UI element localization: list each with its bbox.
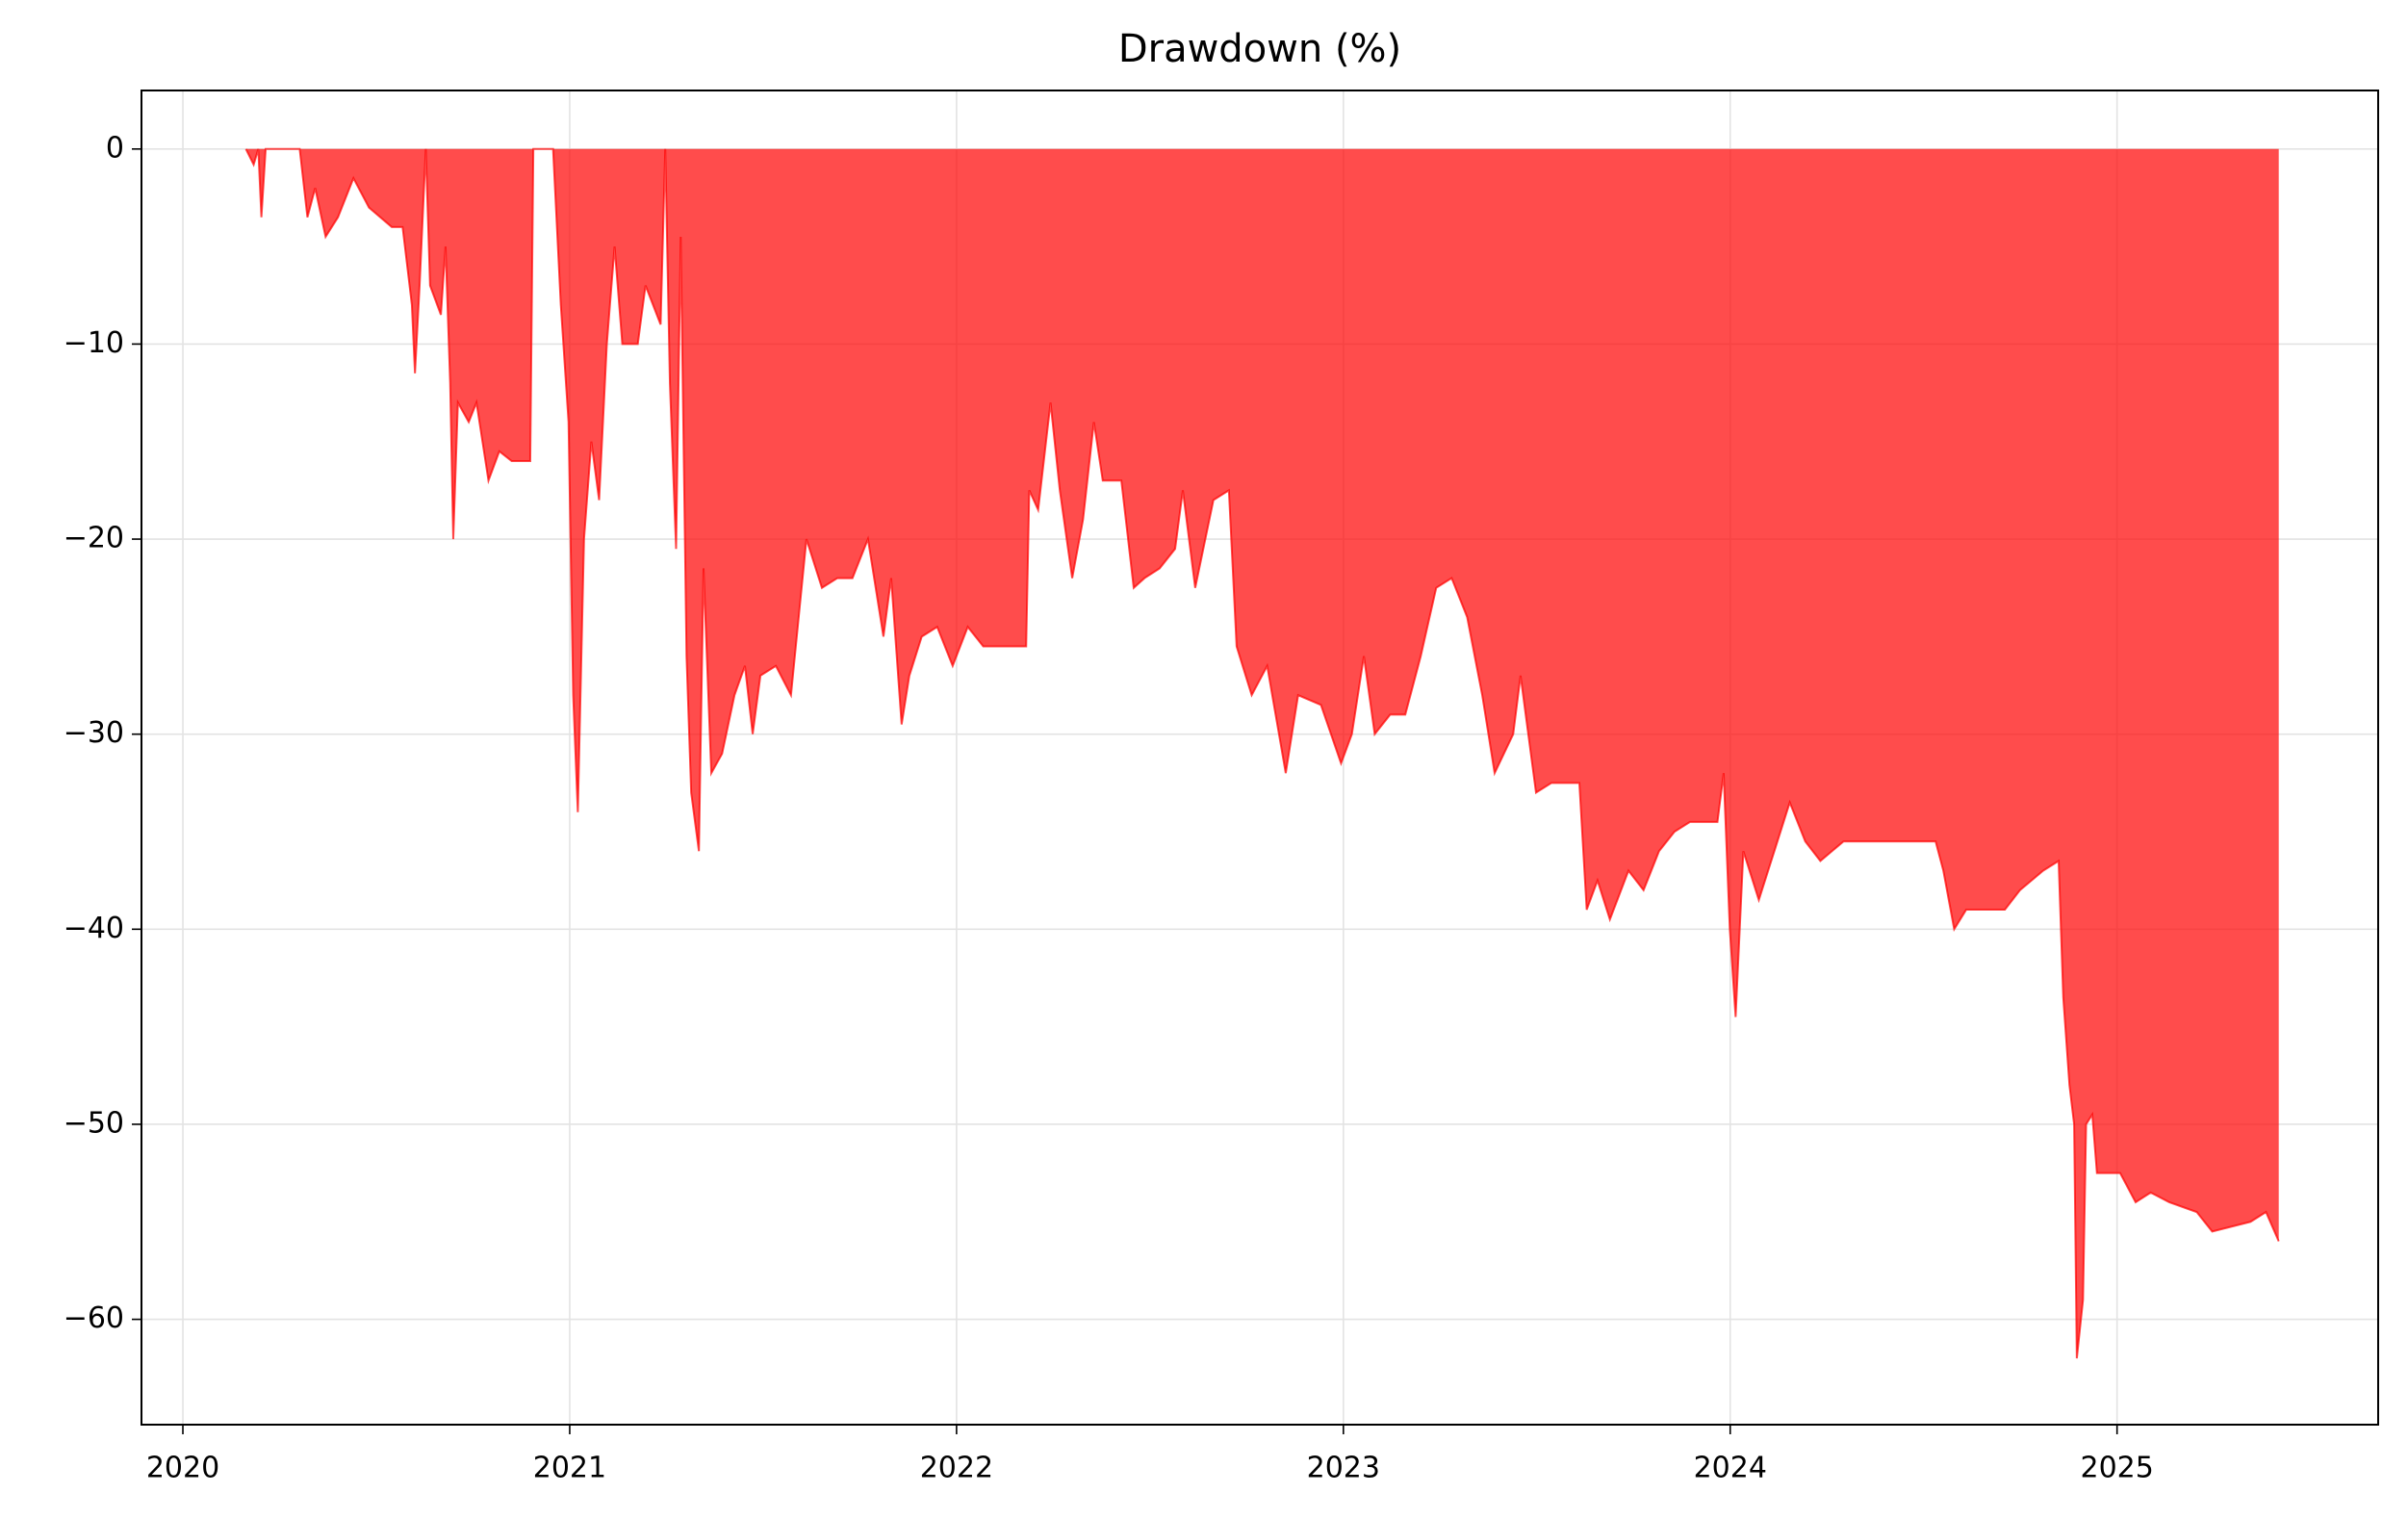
axes-frame — [141, 90, 2379, 1426]
y-tick-label: −10 — [64, 326, 124, 360]
y-tick-label: −20 — [64, 522, 124, 555]
plot — [244, 147, 2280, 1359]
x-tick-label: 2025 — [2081, 1452, 2154, 1485]
area-fill — [245, 148, 2279, 1359]
x-tick-label: 2024 — [1694, 1452, 1767, 1485]
axes: −60 −50 −40 −30 −20 −10 0 2020 2021 2022 2023 2024 2… — [64, 131, 2154, 1484]
y-tick-label: −30 — [64, 716, 124, 750]
x-tick-label: 2020 — [146, 1452, 219, 1485]
y-tick-label: 0 — [106, 131, 124, 165]
drawdown-line — [244, 147, 2280, 1359]
y-tick-label: −60 — [64, 1301, 124, 1335]
y-tick-label: −40 — [64, 912, 124, 945]
x-tick-label: 2022 — [920, 1452, 993, 1485]
chart-title: Drawdown (%) — [1118, 27, 1401, 71]
y-tick-label: −50 — [64, 1106, 124, 1140]
x-tick-label: 2021 — [533, 1452, 606, 1485]
x-tick-label: 2023 — [1307, 1452, 1380, 1485]
